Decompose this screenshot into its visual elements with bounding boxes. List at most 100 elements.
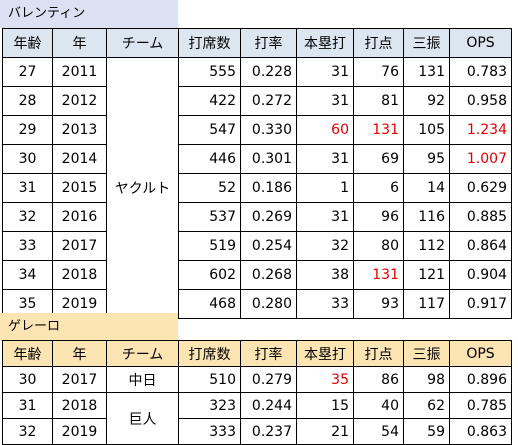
cell-team: 中日 [106, 366, 179, 393]
cell-age: 33 [2, 231, 53, 261]
cell-so: 98 [403, 366, 450, 393]
cell-avg: 0.330 [240, 115, 297, 145]
cell-so: 105 [403, 115, 450, 145]
cell-so: 95 [403, 144, 450, 174]
header-avg: 打率 [240, 28, 297, 58]
cell-ops: 0.863 [449, 418, 512, 445]
cell-year: 2019 [52, 418, 107, 445]
header-hr: 本塁打 [296, 340, 354, 367]
player-title-valentine: バレンティン [0, 0, 178, 28]
cell-age: 32 [2, 418, 53, 445]
cell-avg: 0.186 [240, 173, 297, 203]
cell-so: 92 [403, 86, 450, 116]
cell-so: 121 [403, 260, 450, 290]
cell-ops: 0.917 [449, 289, 512, 319]
cell-hr: 33 [296, 289, 354, 319]
cell-age: 32 [2, 202, 53, 232]
cell-ops: 0.896 [449, 366, 512, 393]
header-so: 三振 [403, 28, 450, 58]
cell-year: 2012 [52, 86, 107, 116]
cell-rbi: 76 [353, 57, 404, 87]
cell-age: 30 [2, 144, 53, 174]
cell-hr: 31 [296, 86, 354, 116]
header-ops: OPS [449, 340, 512, 367]
table-row: 31 2018 巨人 323 0.244 15 40 62 0.785 [2, 392, 512, 445]
cell-so: 131 [403, 57, 450, 87]
header-year: 年 [52, 28, 107, 58]
cell-hr: 21 [296, 418, 354, 445]
header-rbi: 打点 [353, 28, 404, 58]
cell-pa: 555 [178, 57, 241, 87]
table-row: 34 2018 602 0.268 38 131 121 0.904 [2, 260, 512, 290]
cell-rbi-highlight: 131 [353, 115, 404, 145]
cell-rbi: 86 [353, 366, 404, 393]
table-row: 31 2015 52 0.186 1 6 14 0.629 [2, 173, 512, 203]
table-row: 35 2019 468 0.280 33 93 117 0.917 [2, 289, 512, 319]
cell-pa: 537 [178, 202, 241, 232]
cell-year: 2017 [52, 231, 107, 261]
cell-avg: 0.254 [240, 231, 297, 261]
cell-rbi: 54 [353, 418, 404, 445]
cell-rbi: 40 [353, 392, 404, 419]
cell-year: 2018 [52, 392, 107, 419]
cell-age: 28 [2, 86, 53, 116]
table-row: 30 2014 446 0.301 31 69 95 1.007 [2, 144, 512, 174]
cell-rbi: 80 [353, 231, 404, 261]
table-row: 32 2016 537 0.269 31 96 116 0.885 [2, 202, 512, 232]
table-row: 33 2017 519 0.254 32 80 112 0.864 [2, 231, 512, 261]
cell-so: 62 [403, 392, 450, 419]
cell-avg: 0.228 [240, 57, 297, 87]
cell-pa: 547 [178, 115, 241, 145]
cell-hr-highlight: 35 [296, 366, 354, 393]
header-team: チーム [106, 28, 179, 58]
cell-avg: 0.301 [240, 144, 297, 174]
table-row: 30 2017 中日 510 0.279 35 86 98 0.896 [2, 366, 512, 393]
cell-pa: 323 [178, 392, 241, 419]
header-ops: OPS [449, 28, 512, 58]
cell-avg: 0.244 [240, 392, 297, 419]
cell-so: 112 [403, 231, 450, 261]
player-title-guerrero: ゲレーロ [0, 313, 178, 341]
cell-hr: 31 [296, 202, 354, 232]
cell-avg: 0.268 [240, 260, 297, 290]
cell-year: 2015 [52, 173, 107, 203]
cell-pa: 333 [178, 418, 241, 445]
table-row: 28 2012 422 0.272 31 81 92 0.958 [2, 86, 512, 116]
cell-ops: 0.864 [449, 231, 512, 261]
cell-year: 2017 [52, 366, 107, 393]
stats-table-valentine: 年齢 年 チーム 打席数 打率 本塁打 打点 三振 OPS 27 2011 ヤク… [2, 28, 512, 319]
header-team: チーム [106, 340, 179, 367]
cell-age: 29 [2, 115, 53, 145]
cell-avg: 0.269 [240, 202, 297, 232]
cell-hr: 38 [296, 260, 354, 290]
cell-rbi-highlight: 131 [353, 260, 404, 290]
cell-year: 2018 [52, 260, 107, 290]
header-pa: 打席数 [178, 28, 241, 58]
cell-age: 31 [2, 392, 53, 419]
header-pa: 打席数 [178, 340, 241, 367]
cell-ops: 0.885 [449, 202, 512, 232]
cell-so: 117 [403, 289, 450, 319]
cell-ops: 0.958 [449, 86, 512, 116]
cell-age: 34 [2, 260, 53, 290]
cell-age: 27 [2, 57, 53, 87]
cell-so: 14 [403, 173, 450, 203]
cell-pa: 468 [178, 289, 241, 319]
cell-hr: 1 [296, 173, 354, 203]
header-row: 年齢 年 チーム 打席数 打率 本塁打 打点 三振 OPS [2, 340, 512, 367]
cell-rbi: 69 [353, 144, 404, 174]
cell-pa: 519 [178, 231, 241, 261]
cell-hr: 31 [296, 57, 354, 87]
cell-ops: 0.785 [449, 392, 512, 419]
table-row: 29 2013 547 0.330 60 131 105 1.234 [2, 115, 512, 145]
cell-avg: 0.272 [240, 86, 297, 116]
cell-so: 116 [403, 202, 450, 232]
cell-ops: 0.629 [449, 173, 512, 203]
header-year: 年 [52, 340, 107, 367]
cell-team: 巨人 [106, 392, 179, 445]
table-row: 32 2019 333 0.237 21 54 59 0.863 [2, 418, 512, 445]
cell-pa: 602 [178, 260, 241, 290]
cell-pa: 422 [178, 86, 241, 116]
header-age: 年齢 [2, 28, 53, 58]
cell-pa: 52 [178, 173, 241, 203]
